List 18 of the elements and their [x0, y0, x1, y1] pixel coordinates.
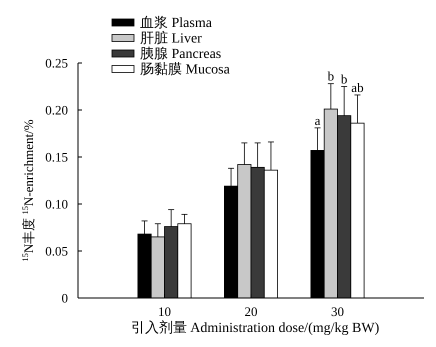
x-tick-label: 30 — [331, 304, 344, 319]
legend-label: 胰腺 Pancreas — [140, 46, 222, 62]
x-axis-title: 引入剂量 Administration dose/(mg/kg BW) — [130, 320, 380, 336]
annotation: a — [314, 112, 321, 128]
annotation: b — [328, 68, 334, 84]
x-tick-label: 20 — [244, 304, 258, 319]
annotation: ab — [351, 80, 364, 95]
annotation: b — [340, 72, 348, 86]
legend-label: 肝脏 Liver — [140, 30, 202, 46]
y-tick-label: 0.15 — [45, 150, 68, 164]
y-tick-label: 0 — [62, 290, 68, 306]
legend-label: 肠黏膜 Mucosa — [140, 62, 231, 78]
y-tick-label: 0.10 — [45, 196, 68, 212]
legend-label: 血浆 Plasma — [140, 15, 213, 31]
y-tick-label: 0.05 — [45, 244, 68, 258]
y-tick-label: 0.25 — [45, 56, 68, 70]
x-tick-label: 10 — [158, 304, 171, 319]
y-tick-label: 0.20 — [45, 102, 68, 118]
